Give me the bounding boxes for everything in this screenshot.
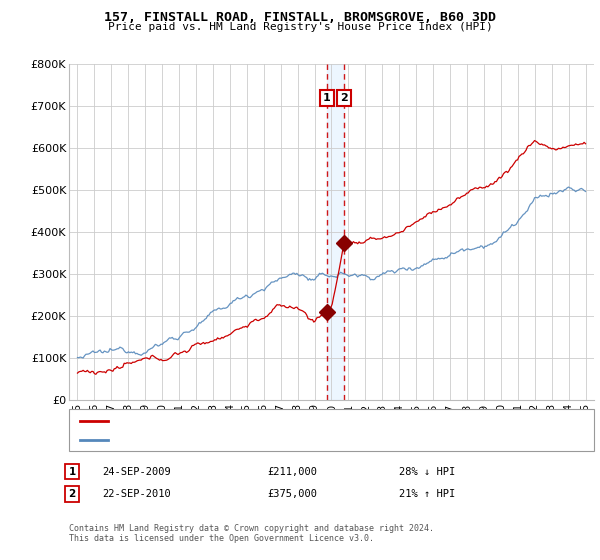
Text: Contains HM Land Registry data © Crown copyright and database right 2024.
This d: Contains HM Land Registry data © Crown c…	[69, 524, 434, 543]
Text: 22-SEP-2010: 22-SEP-2010	[102, 489, 171, 499]
Bar	[327, 64, 344, 400]
Text: 1: 1	[323, 93, 331, 103]
Text: £375,000: £375,000	[267, 489, 317, 499]
Text: 21% ↑ HPI: 21% ↑ HPI	[399, 489, 455, 499]
Text: 24-SEP-2009: 24-SEP-2009	[102, 466, 171, 477]
Text: HPI: Average price, detached house, Bromsgrove: HPI: Average price, detached house, Brom…	[113, 435, 383, 445]
Text: £211,000: £211,000	[267, 466, 317, 477]
Text: 157, FINSTALL ROAD, FINSTALL, BROMSGROVE, B60 3DD: 157, FINSTALL ROAD, FINSTALL, BROMSGROVE…	[104, 11, 496, 24]
Text: 2: 2	[340, 93, 348, 103]
Text: 157, FINSTALL ROAD, FINSTALL, BROMSGROVE, B60 3DD (detached house): 157, FINSTALL ROAD, FINSTALL, BROMSGROVE…	[113, 416, 500, 426]
Text: 2: 2	[68, 489, 76, 499]
Text: 28% ↓ HPI: 28% ↓ HPI	[399, 466, 455, 477]
Text: 1: 1	[68, 466, 76, 477]
Text: Price paid vs. HM Land Registry's House Price Index (HPI): Price paid vs. HM Land Registry's House …	[107, 22, 493, 32]
